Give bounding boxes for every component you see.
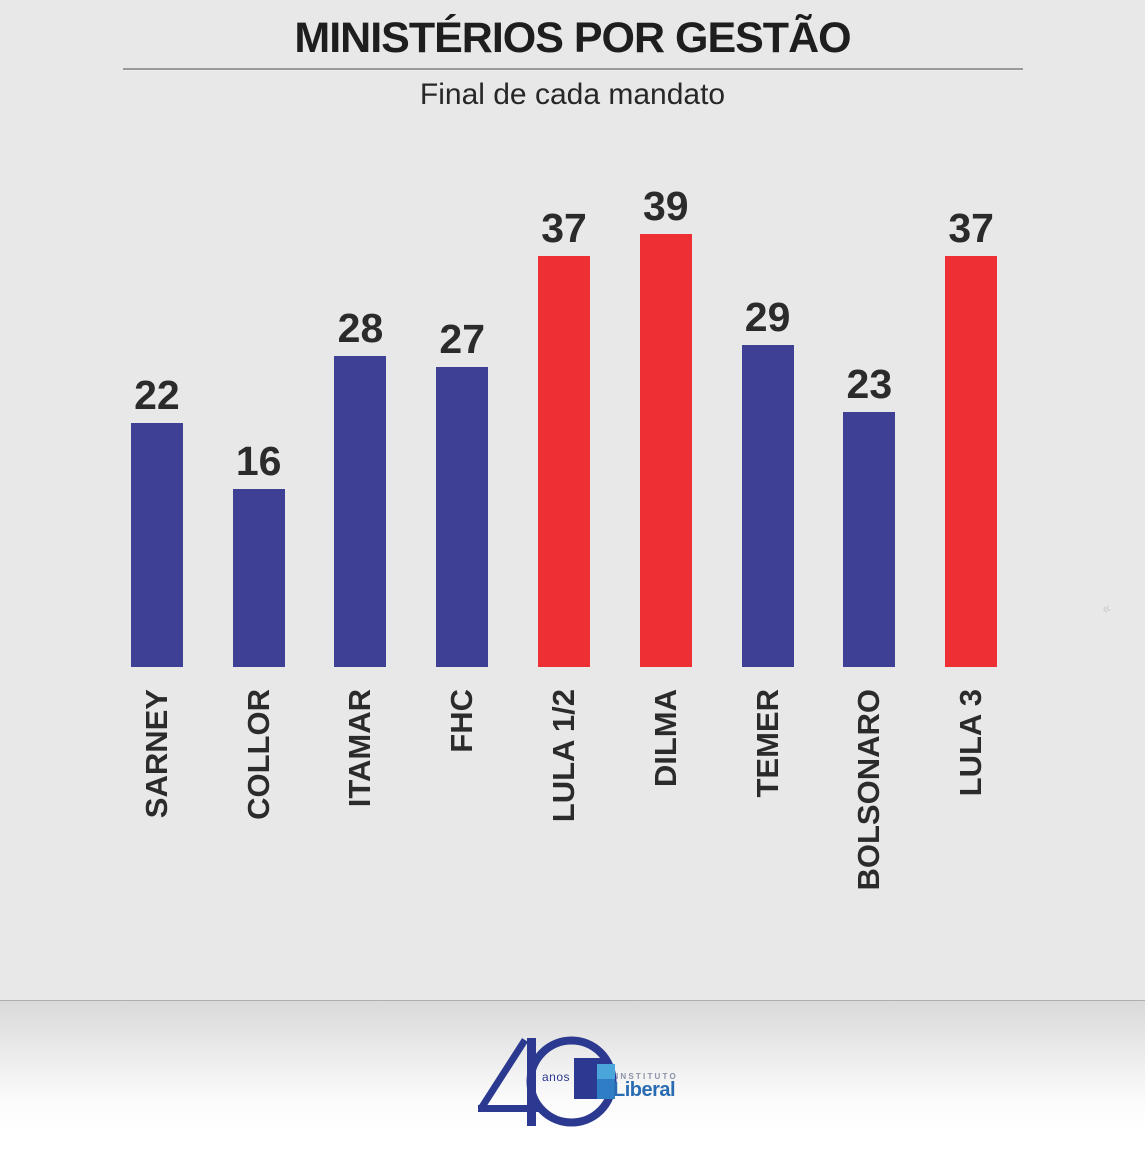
liberal-wordmark: Liberal (613, 1079, 676, 1101)
category-label: TEMER (749, 689, 785, 798)
category-axis: SARNEY COLLOR ITAMAR FHC LULA 1/2 DILMA … (106, 667, 1022, 947)
title-divider (123, 68, 1023, 71)
bar-value-label: 37 (541, 205, 587, 251)
bar-value-label: 16 (235, 438, 282, 484)
category-label: ITAMAR (342, 689, 378, 808)
bar-column: 39 (615, 186, 717, 667)
bar-value-label: 39 (642, 183, 689, 229)
bar-value-label: 22 (134, 372, 180, 418)
category-label: BOLSONARO (851, 689, 887, 891)
bar-column: 22 (106, 375, 208, 667)
footer-strip: anos INSTITUTO Liberal (0, 1000, 1145, 1153)
category-label: LULA 3 (953, 689, 989, 797)
anos-label: anos (542, 1070, 571, 1084)
bar (334, 356, 387, 667)
bar-column: 23 (818, 364, 920, 667)
bar-column: 29 (717, 297, 819, 667)
chart-subtitle: Final de cada mandato (419, 78, 726, 111)
bar-column: 27 (411, 319, 513, 667)
bar (232, 489, 285, 667)
bar-column: 16 (208, 441, 310, 667)
category-label: LULA 1/2 (546, 689, 582, 823)
category-label: FHC (444, 689, 480, 753)
instituto-label: INSTITUTO (616, 1072, 678, 1081)
bar-value-label: 28 (337, 305, 384, 351)
bar (130, 423, 183, 667)
bar-value-label: 23 (846, 361, 893, 407)
chart-title: MINISTÉRIOS POR GESTÃO (294, 14, 851, 62)
bar (436, 367, 489, 667)
bar-column: 37 (513, 208, 615, 667)
category-label: SARNEY (138, 689, 174, 819)
forty-anniversary-icon (478, 1036, 617, 1127)
smudge-artifact: « (1099, 599, 1113, 617)
bar (843, 412, 896, 667)
bar-chart: 22 16 28 27 37 39 29 23 (106, 0, 1022, 667)
bar-column: 37 (920, 208, 1022, 667)
bar (538, 256, 591, 667)
bar (945, 256, 998, 667)
bar-value-label: 29 (744, 294, 791, 340)
bar-column: 28 (310, 308, 412, 667)
instituto-liberal-logo: anos INSTITUTO Liberal (470, 1031, 700, 1131)
bar-value-label: 37 (948, 205, 994, 251)
category-label: COLLOR (240, 689, 276, 820)
bar (741, 345, 794, 667)
bar-value-label: 27 (439, 316, 486, 362)
category-label: DILMA (647, 689, 683, 788)
bar (639, 234, 692, 667)
